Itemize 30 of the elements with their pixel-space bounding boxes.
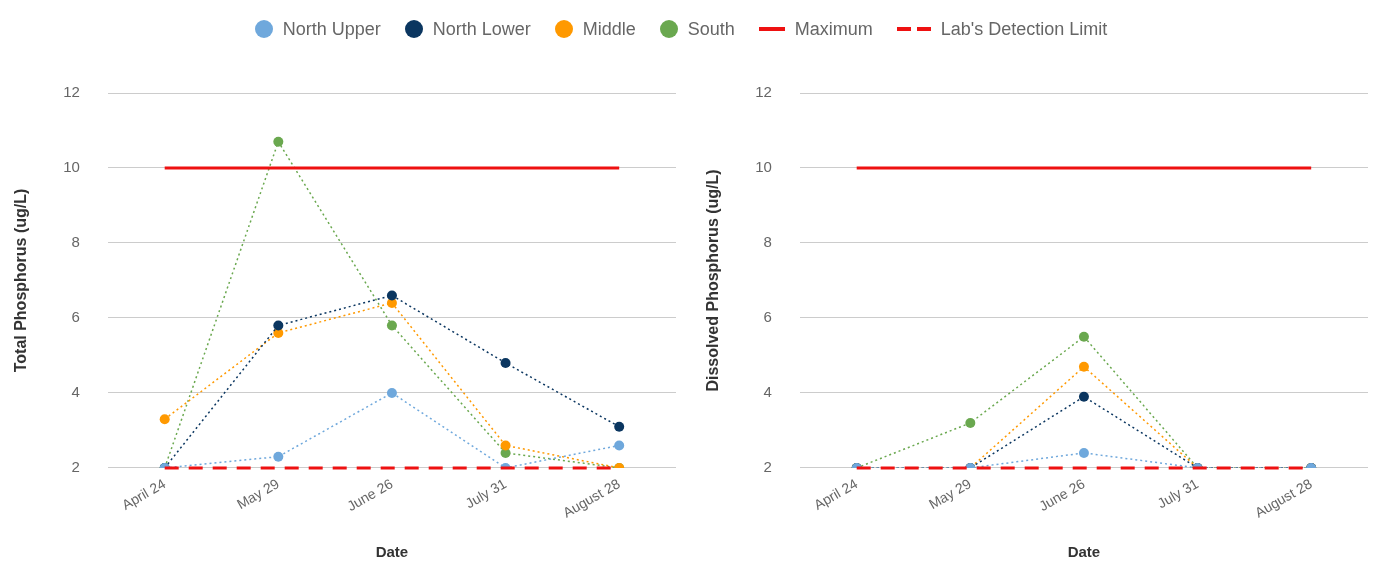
- y-tick-label: 10: [755, 158, 772, 176]
- legend-label: Lab's Detection Limit: [940, 18, 1108, 40]
- legend-label: North Lower: [432, 18, 531, 40]
- x-axis-title: Date: [375, 543, 409, 561]
- legend-label: Maximum: [794, 18, 873, 40]
- x-tick-label: April 24: [811, 475, 861, 513]
- x-tick-label: April 24: [119, 475, 169, 513]
- y-tick-label: 2: [763, 458, 772, 476]
- y-tick-label: 10: [63, 158, 80, 176]
- x-tick-label: June 26: [344, 475, 396, 515]
- x-tick-label: May 29: [926, 475, 974, 513]
- y-axis-title: Dissolved Phosphorus (ug/L): [704, 169, 722, 392]
- y-tick-label: 8: [763, 233, 772, 251]
- legend-label: North Upper: [282, 18, 381, 40]
- x-tick-label: July 31: [462, 475, 510, 512]
- y-axis-title: Total Phosphorus (ug/L): [12, 188, 30, 373]
- y-tick-label: 6: [71, 308, 80, 326]
- y-tick-label: 8: [71, 233, 80, 251]
- y-tick-label: 4: [763, 383, 772, 401]
- legend-label: Middle: [582, 18, 636, 40]
- y-tick-label: 12: [63, 83, 80, 101]
- y-tick-label: 2: [71, 458, 80, 476]
- y-tick-label: 4: [71, 383, 80, 401]
- x-axis-title: Date: [1067, 543, 1101, 561]
- y-tick-label: 6: [763, 308, 772, 326]
- y-tick-label: 12: [755, 83, 772, 101]
- legend-label: South: [687, 18, 735, 40]
- x-tick-label: July 31: [1154, 475, 1202, 512]
- x-tick-label: June 26: [1036, 475, 1088, 515]
- x-tick-label: May 29: [234, 475, 282, 513]
